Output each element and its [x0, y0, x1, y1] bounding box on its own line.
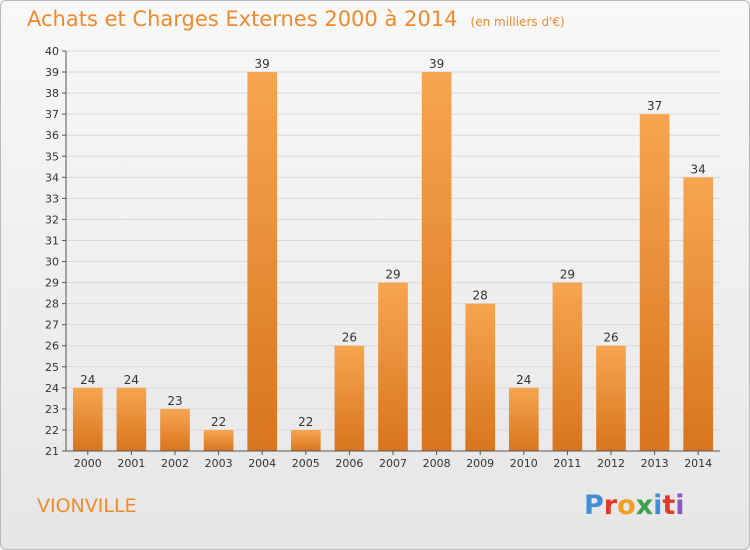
- bar-value-label: 28: [473, 289, 488, 303]
- x-tick-label: 2004: [248, 457, 276, 470]
- bar: [596, 345, 626, 451]
- y-tick-label: 21: [45, 445, 59, 458]
- x-tick-label: 2000: [74, 457, 102, 470]
- y-tick-label: 26: [45, 340, 59, 353]
- x-tick-label: 2009: [466, 457, 494, 470]
- logo-letter: i: [675, 490, 685, 521]
- value-labels: 24 24 23 22 39 22 26 29 39 28 24 29 26 37 34: [80, 57, 706, 429]
- x-tick-label: 2003: [205, 457, 233, 470]
- bar-value-label: 24: [516, 373, 531, 387]
- x-tick-label: 2010: [510, 457, 538, 470]
- y-tick-label: 23: [45, 403, 59, 416]
- x-tick-label: 2007: [379, 457, 407, 470]
- x-tick-label: 2012: [597, 457, 625, 470]
- proxiti-logo: Proxiti: [584, 490, 685, 521]
- bar: [72, 387, 103, 451]
- bar: [116, 387, 147, 451]
- x-tick-label: 2005: [292, 457, 320, 470]
- y-tick-label: 24: [45, 382, 59, 395]
- x-tick-label: 2011: [553, 457, 581, 470]
- bar-value-label: 24: [124, 373, 139, 387]
- y-tick-label: 27: [45, 319, 59, 332]
- x-tick-label: 2001: [117, 457, 145, 470]
- x-tick-label: 2006: [335, 457, 363, 470]
- commune-name: VIONVILLE: [37, 495, 137, 517]
- y-tick-label: 36: [45, 129, 59, 142]
- bar-value-label: 39: [429, 57, 444, 71]
- bar: [290, 429, 321, 451]
- y-tick-label: 39: [45, 66, 59, 79]
- bar-value-label: 24: [80, 373, 95, 387]
- bar: [378, 282, 408, 451]
- y-tick-label: 40: [45, 45, 59, 58]
- x-tick-label: 2013: [641, 457, 669, 470]
- y-tick-label: 37: [45, 108, 59, 121]
- bar-value-label: 26: [342, 331, 357, 345]
- logo-letter: P: [584, 490, 604, 521]
- y-tick-label: 30: [45, 256, 59, 269]
- y-tick-label: 25: [45, 361, 59, 374]
- y-tick-label: 32: [45, 213, 59, 226]
- logo-letter: o: [617, 490, 636, 521]
- bar-value-label: 23: [167, 394, 182, 408]
- y-tick-label: 31: [45, 234, 59, 247]
- chart-title: Achats et Charges Externes 2000 à 2014 (…: [27, 7, 565, 31]
- bar: [160, 408, 190, 451]
- bar-value-label: 29: [560, 268, 575, 282]
- x-tick-label: 2014: [684, 457, 712, 470]
- bar-value-label: 22: [298, 415, 313, 429]
- bars: [72, 72, 714, 451]
- logo-letter: t: [662, 490, 676, 521]
- x-tick-label: 2008: [423, 457, 451, 470]
- y-tick-label: 34: [45, 171, 59, 184]
- y-tick-label: 22: [45, 424, 59, 437]
- logo-letter: x: [635, 490, 654, 521]
- logo-letter: r: [603, 490, 618, 521]
- bar-value-label: 22: [211, 415, 226, 429]
- bar: [203, 429, 234, 451]
- bar: [508, 387, 539, 451]
- y-tick-label: 38: [45, 87, 59, 100]
- bar-value-label: 39: [255, 57, 270, 71]
- bar: [552, 282, 583, 451]
- bar: [465, 303, 496, 451]
- bar: [683, 177, 714, 451]
- y-tick-label: 28: [45, 298, 59, 311]
- bar: [421, 72, 452, 451]
- chart-title-text: Achats et Charges Externes 2000 à 2014: [27, 7, 458, 31]
- bar-value-label: 34: [691, 162, 706, 176]
- bar: [639, 114, 670, 451]
- bar-value-label: 26: [603, 331, 618, 345]
- y-tick-label: 33: [45, 192, 59, 205]
- chart-unit-text: (en milliers d'€): [470, 15, 565, 29]
- axes: 21 22 23 24 25 26 27 28 29 30 31 32 33 34 35 36 37 38 39 40…: [45, 45, 720, 470]
- bar: [334, 345, 365, 451]
- bar-value-label: 29: [385, 268, 400, 282]
- x-tick-label: 2002: [161, 457, 189, 470]
- y-tick-label: 35: [45, 150, 59, 163]
- bar: [247, 72, 278, 451]
- logo-letter: i: [653, 490, 663, 521]
- bar-value-label: 37: [647, 99, 662, 113]
- y-tick-label: 29: [45, 277, 59, 290]
